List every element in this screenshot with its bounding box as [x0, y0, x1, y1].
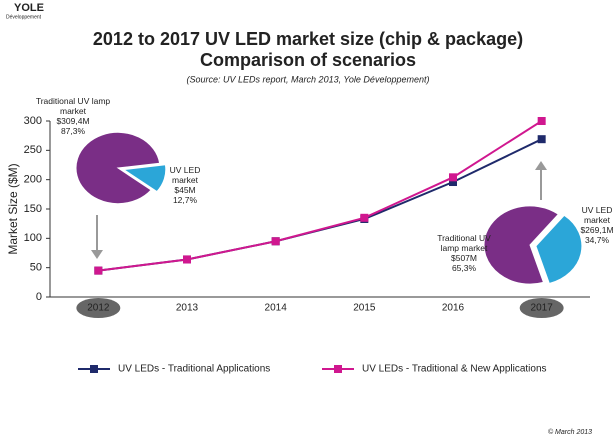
arrow-head — [91, 250, 103, 259]
logo-sub: Développement — [6, 14, 42, 20]
pie-slice — [483, 205, 560, 285]
chart-subtitle: Comparison of scenarios — [200, 50, 416, 70]
legend-marker — [334, 365, 342, 373]
slice-percent: 34,7% — [584, 235, 610, 245]
pie-slice — [75, 131, 161, 205]
slice-name: UV LED market — [169, 165, 201, 185]
copyright: © March 2013 — [548, 428, 592, 436]
point-marker — [183, 255, 191, 264]
logo: YOLE — [14, 2, 44, 14]
highlight-oval — [519, 298, 564, 318]
pie-slice — [122, 164, 167, 193]
x-tick-label: 2017 — [531, 303, 554, 314]
slice-amount: $269,1M — [580, 225, 614, 235]
y-tick-label: 50 — [30, 262, 42, 274]
slice-percent: 12,7% — [172, 195, 198, 205]
point-marker — [537, 117, 546, 125]
slice-name: Traditional UV lamp market — [35, 96, 111, 116]
y-tick-label: 150 — [24, 203, 42, 215]
point-marker — [449, 178, 457, 187]
point-marker — [449, 173, 457, 182]
y-tick-label: 0 — [36, 291, 42, 303]
legend-marker — [90, 365, 98, 373]
y-tick-label: 100 — [24, 232, 42, 244]
slice-amount: $309,4M — [56, 116, 90, 126]
slice-percent: 87,3% — [60, 126, 86, 136]
y-tick-label: 250 — [24, 144, 42, 156]
highlight-oval — [76, 298, 121, 318]
point-marker — [271, 237, 280, 246]
x-tick-label: 2015 — [353, 303, 376, 314]
slice-amount: $507M — [451, 253, 477, 263]
arrow-head — [535, 161, 547, 170]
point-marker — [537, 135, 546, 144]
legend-label: UV LEDs - Traditional & New Applications — [362, 364, 547, 375]
pie-slice — [535, 214, 583, 285]
x-tick-label: 2012 — [87, 303, 110, 314]
y-tick-label: 200 — [24, 174, 42, 186]
point-marker — [360, 213, 369, 222]
y-tick-label: 300 — [24, 115, 42, 127]
x-tick-label: 2016 — [442, 303, 465, 314]
y-axis-label: Market Size ($M) — [6, 163, 20, 254]
legend-label: UV LEDs - Traditional Applications — [118, 364, 270, 375]
source: (Source: UV LEDs report, March 2013, Yol… — [187, 74, 430, 84]
point-marker — [94, 266, 103, 275]
x-tick-label: 2013 — [176, 303, 199, 314]
slice-name: UV LED market — [581, 205, 613, 225]
slice-name: Traditional UV lamp market — [437, 233, 491, 253]
slice-amount: $45M — [174, 185, 196, 195]
series-line — [98, 120, 543, 272]
x-tick-label: 2014 — [265, 303, 288, 314]
chart-title: 2012 to 2017 UV LED market size (chip & … — [93, 29, 523, 49]
slice-percent: 65,3% — [451, 263, 477, 273]
